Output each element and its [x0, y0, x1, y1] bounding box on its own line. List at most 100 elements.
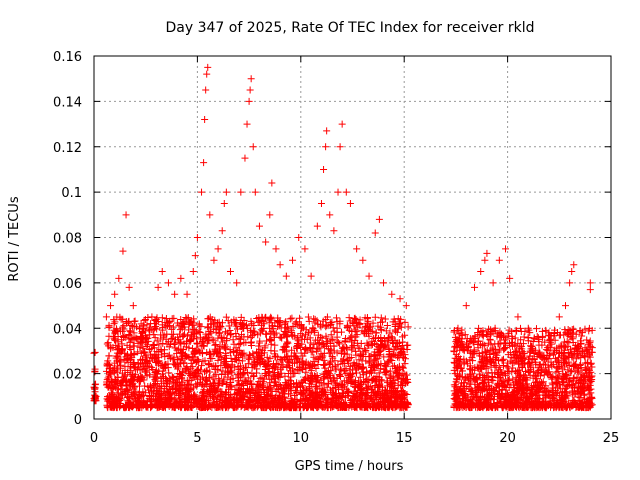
- background-point: [214, 356, 222, 364]
- background-point: [329, 335, 337, 343]
- background-point: [181, 330, 189, 338]
- background-point: [256, 360, 264, 368]
- background-point: [364, 382, 372, 390]
- background-point: [214, 334, 222, 342]
- background-point: [307, 348, 315, 356]
- background-point: [337, 366, 345, 374]
- background-point: [163, 330, 171, 338]
- background-point: [385, 351, 393, 359]
- background-point: [345, 314, 353, 322]
- background-point: [262, 313, 270, 321]
- background-point: [193, 339, 201, 347]
- background-point: [321, 369, 329, 377]
- background-point: [261, 342, 269, 350]
- background-point: [187, 318, 195, 326]
- background-point: [215, 329, 223, 337]
- background-point: [104, 396, 112, 404]
- background-point: [398, 341, 406, 349]
- background-point: [328, 318, 336, 326]
- background-point: [302, 386, 310, 394]
- background-point: [402, 403, 410, 411]
- background-point: [185, 319, 193, 327]
- background-point: [374, 361, 382, 369]
- background-point: [91, 381, 99, 389]
- background-point: [185, 344, 193, 352]
- background-point: [272, 360, 280, 368]
- background-point: [309, 325, 317, 333]
- x-tick-label: 25: [603, 431, 620, 446]
- background-point: [237, 369, 245, 377]
- background-point: [235, 334, 243, 342]
- background-point: [240, 317, 248, 325]
- background-point: [177, 371, 185, 379]
- background-point: [242, 338, 250, 346]
- background-point: [251, 357, 259, 365]
- background-point: [216, 379, 224, 387]
- background-point: [158, 382, 166, 390]
- y-tick-label: 0.08: [53, 232, 82, 247]
- x-tick-label: 10: [293, 431, 310, 446]
- background-point: [221, 354, 229, 362]
- background-point: [281, 321, 289, 329]
- y-tick-label: 0.1: [61, 186, 82, 201]
- background-point: [132, 364, 140, 372]
- x-tick-label: 15: [396, 431, 413, 446]
- background-point: [274, 314, 282, 322]
- background-point: [324, 337, 332, 345]
- background-point: [277, 356, 285, 364]
- background-point: [230, 348, 238, 356]
- background-point: [196, 348, 204, 356]
- background-point: [227, 330, 235, 338]
- background-point: [355, 361, 363, 369]
- background-point: [151, 317, 159, 325]
- background-point: [235, 380, 243, 388]
- background-point: [116, 313, 124, 321]
- background-point: [392, 351, 400, 359]
- background-point: [270, 329, 278, 337]
- background-point: [244, 333, 252, 341]
- background-point: [152, 359, 160, 367]
- background-point: [398, 371, 406, 379]
- background-point: [208, 355, 216, 363]
- background-point: [293, 344, 301, 352]
- background-point: [185, 370, 193, 378]
- background-point: [337, 372, 345, 380]
- x-tick-label: 20: [499, 431, 516, 446]
- background-point: [198, 362, 206, 370]
- background-point: [386, 329, 394, 337]
- background-point: [120, 334, 128, 342]
- background-point: [111, 336, 119, 344]
- background-point: [305, 317, 313, 325]
- background-point: [225, 322, 233, 330]
- background-point: [174, 356, 182, 364]
- background-point: [163, 319, 171, 327]
- background-point: [200, 342, 208, 350]
- background-point: [293, 379, 301, 387]
- background-point: [221, 343, 229, 351]
- background-point: [388, 333, 396, 341]
- background-point: [306, 334, 314, 342]
- background-point: [232, 320, 240, 328]
- background-point: [330, 327, 338, 335]
- background-point: [342, 335, 350, 343]
- background-point: [104, 357, 112, 365]
- background-point: [222, 313, 230, 321]
- background-point: [232, 333, 240, 341]
- background-point: [369, 319, 377, 327]
- background-point: [185, 326, 193, 334]
- background-point: [170, 353, 178, 361]
- background-point: [237, 331, 245, 339]
- background-point: [248, 380, 256, 388]
- background-point: [319, 317, 327, 325]
- background-point: [167, 335, 175, 343]
- background-point: [174, 365, 182, 373]
- background-point: [126, 367, 134, 375]
- background-point: [192, 380, 200, 388]
- background-point: [393, 367, 401, 375]
- background-point: [323, 394, 331, 402]
- background-point: [138, 365, 146, 373]
- background-point: [358, 389, 366, 397]
- y-tick-label: 0.14: [53, 95, 82, 110]
- background-point: [140, 376, 148, 384]
- background-point: [140, 348, 148, 356]
